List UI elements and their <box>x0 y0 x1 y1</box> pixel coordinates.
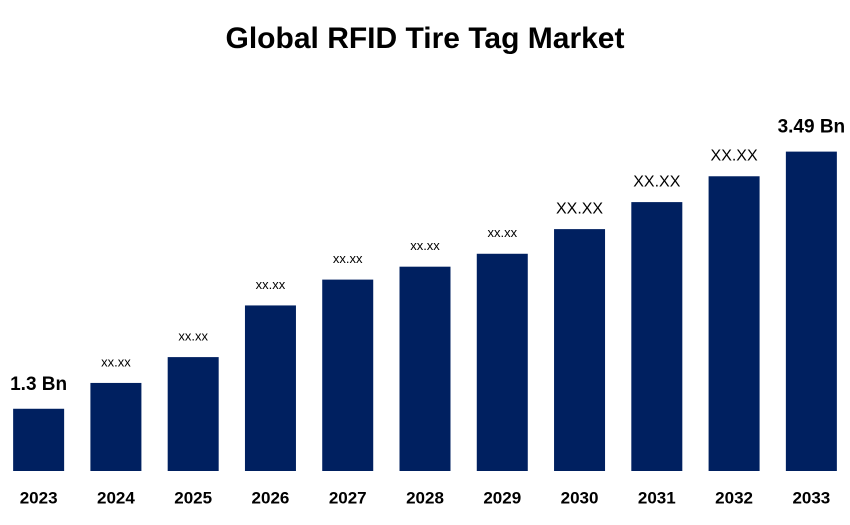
value-label: XX.XX <box>556 200 603 217</box>
bar <box>708 176 760 471</box>
bar <box>244 305 296 471</box>
x-tick-label: 2025 <box>174 488 212 507</box>
x-tick-label: 2030 <box>561 488 599 507</box>
value-label: xx.xx <box>178 329 208 344</box>
value-label: XX.XX <box>711 147 758 164</box>
bar <box>631 202 683 471</box>
bar <box>322 279 374 471</box>
x-tick-label: 2024 <box>97 488 135 507</box>
bar <box>167 357 219 471</box>
value-label: xx.xx <box>410 238 440 253</box>
value-label: 3.49 Bn <box>778 117 846 138</box>
bar <box>90 382 142 471</box>
bar <box>554 229 606 471</box>
value-label: xx.xx <box>101 354 131 369</box>
bar <box>785 151 837 472</box>
value-label: xx.xx <box>256 277 286 292</box>
value-label: XX.XX <box>633 173 680 190</box>
value-label: 1.3 Bn <box>10 374 67 395</box>
x-tick-label: 2033 <box>792 488 830 507</box>
x-tick-label: 2026 <box>252 488 290 507</box>
x-tick-label: 2029 <box>483 488 521 507</box>
bar <box>13 408 65 471</box>
x-tick-label: 2028 <box>406 488 444 507</box>
x-tick-label: 2032 <box>715 488 753 507</box>
chart-title: Global RFID Tire Tag Market <box>226 22 625 55</box>
bar <box>476 253 528 471</box>
value-label: xx.xx <box>333 251 363 266</box>
value-label: xx.xx <box>487 225 517 240</box>
x-tick-label: 2027 <box>329 488 367 507</box>
x-tick-label: 2023 <box>20 488 58 507</box>
bar <box>399 266 451 471</box>
x-tick-label: 2031 <box>638 488 676 507</box>
